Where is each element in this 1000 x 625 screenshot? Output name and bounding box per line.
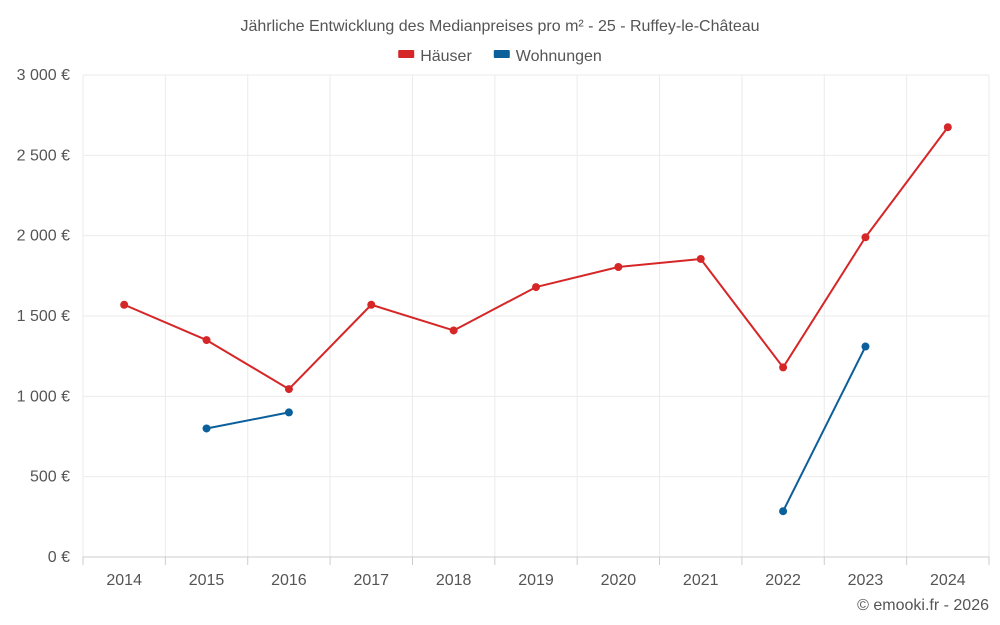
legend-swatch <box>493 50 510 58</box>
y-tick-label: 2 500 € <box>17 147 70 164</box>
y-tick-label: 500 € <box>30 469 70 486</box>
data-point[interactable] <box>449 326 458 335</box>
legend-item[interactable]: Wohnungen <box>493 48 602 65</box>
y-tick-label: 3 000 € <box>17 67 70 84</box>
y-tick-label: 1 000 € <box>17 388 70 405</box>
data-point[interactable] <box>696 254 705 263</box>
data-point[interactable] <box>367 300 376 309</box>
x-tick-label: 2014 <box>106 572 142 589</box>
grid <box>82 74 990 557</box>
legend-item[interactable]: Häuser <box>398 48 472 65</box>
x-tick-label: 2018 <box>436 572 472 589</box>
series-line <box>206 411 290 430</box>
x-tick-label: 2021 <box>683 572 719 589</box>
x-tick-label: 2022 <box>765 572 801 589</box>
y-tick-label: 2 000 € <box>17 228 70 245</box>
legend-swatch <box>398 50 415 58</box>
y-tick-label: 1 500 € <box>17 308 70 325</box>
y-tick-label: 0 € <box>48 549 70 566</box>
data-point[interactable] <box>284 385 293 394</box>
x-tick-label: 2024 <box>930 572 966 589</box>
series-Wohnungen <box>202 342 870 516</box>
data-point[interactable] <box>614 262 623 271</box>
series-Häuser <box>120 123 952 394</box>
data-point[interactable] <box>532 283 540 292</box>
x-tick-label: 2020 <box>601 572 637 589</box>
legend: Häuser Wohnungen <box>398 48 602 65</box>
x-tick-label: 2015 <box>189 572 225 589</box>
y-axis: 0 € 500 € 1 000 € 1 500 € 2 000 € 2 500 € 3 00… <box>17 67 70 566</box>
data-point[interactable] <box>284 408 293 417</box>
x-tick-label: 2019 <box>518 572 554 589</box>
legend-label: Häuser <box>420 48 472 65</box>
data-point[interactable] <box>202 336 211 345</box>
data-point[interactable] <box>779 507 788 516</box>
data-point[interactable] <box>779 363 788 372</box>
series-layer <box>120 123 952 516</box>
legend-label: Wohnungen <box>516 48 602 65</box>
data-point[interactable] <box>861 233 870 242</box>
data-point[interactable] <box>861 342 870 351</box>
data-point[interactable] <box>202 424 211 433</box>
x-axis: 2014 2015 2016 2017 2018 2019 2020 2021 2022 2023… <box>82 556 990 589</box>
data-point[interactable] <box>943 123 952 132</box>
chart-title: Jährliche Entwicklung des Medianpreises … <box>240 18 759 35</box>
credit-text: © emooki.fr - 2026 <box>857 597 989 614</box>
series-line <box>782 346 867 512</box>
x-tick-label: 2017 <box>353 572 389 589</box>
data-point[interactable] <box>120 300 129 309</box>
x-tick-label: 2023 <box>848 572 884 589</box>
x-tick-label: 2016 <box>271 572 307 589</box>
